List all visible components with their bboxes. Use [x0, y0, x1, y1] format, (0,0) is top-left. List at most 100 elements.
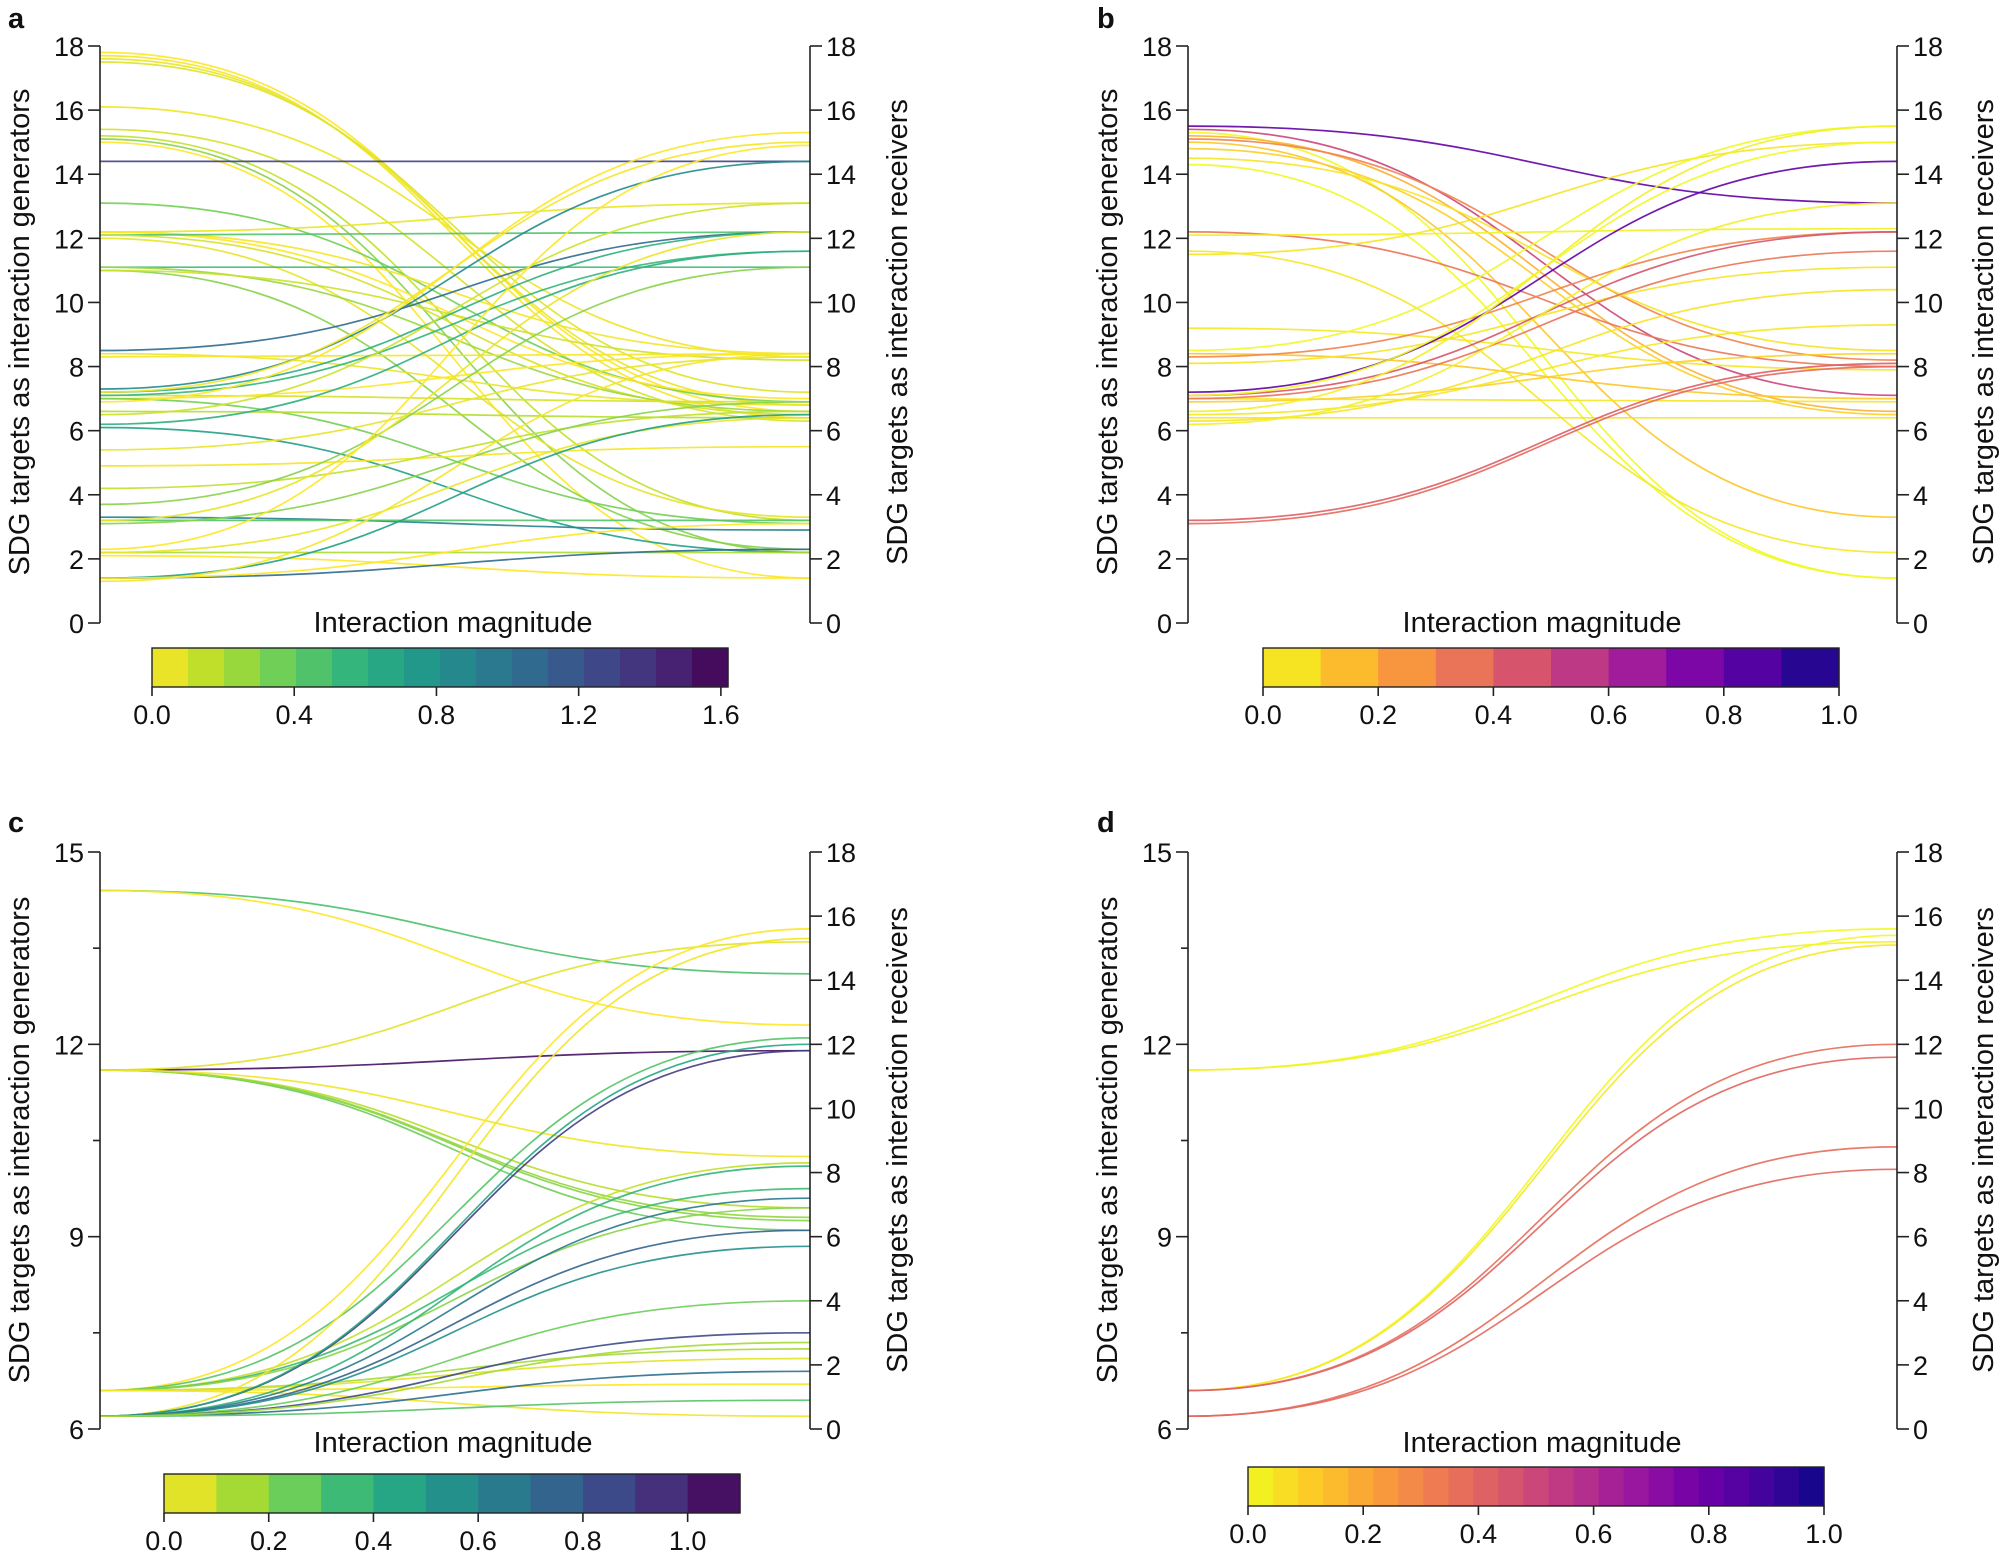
panel-c-left-axis-title: SDG targets as interaction generators [4, 897, 36, 1384]
panel-c-colorbar-tick-label-2: 0.4 [355, 1526, 393, 1556]
panel-b-right-ticks: 0 2 4 6 8 10 12 14 16 18 [1897, 32, 1943, 639]
panel-a-left-tick-label-0: 0 [69, 609, 84, 639]
panel-a-flow-14 [99, 231, 811, 236]
panel-a-right-tick-label-8: 16 [826, 96, 856, 126]
panel-c-flow-13 [99, 1206, 811, 1392]
panel-a-right-tick-label-7: 14 [826, 160, 856, 190]
panel-a-colorbar-swatch-6 [368, 648, 405, 687]
panel-a-colorbar-swatch-5 [332, 648, 369, 687]
panel-d-colorbar-swatch-15 [1623, 1467, 1650, 1506]
panel-c-colorbar-tick-label-5: 1.0 [669, 1526, 707, 1556]
panel-c-flow-7 [99, 1069, 811, 1219]
panel-d-right-ticks: 0 2 4 6 8 10 12 14 16 18 [1897, 838, 1943, 1445]
panel-a-right-ticks: 0 2 4 6 8 10 12 14 16 18 [810, 32, 856, 639]
panel-c: c SDG targets as interaction generators … [4, 807, 914, 1556]
panel-b-right-tick-label-7: 14 [1913, 160, 1943, 190]
panel-d-colorbar-swatch-19 [1723, 1467, 1750, 1506]
panel-b-colorbar-swatch-8 [1723, 648, 1782, 687]
panel-a-flow-25 [99, 231, 811, 394]
panel-a-left-tick-label-2: 4 [69, 481, 84, 511]
panel-b-flow-0 [1187, 125, 1898, 204]
panel-c-x-axis-title: Interaction magnitude [314, 1427, 593, 1459]
panel-c-flow-22 [99, 1197, 811, 1418]
panel-a-flow-10 [99, 202, 811, 403]
panel-c-flow-25 [99, 1299, 811, 1418]
panel-d-right-tick-label-0: 0 [1913, 1415, 1928, 1445]
panel-c-flow-1 [99, 889, 811, 1026]
panel-c-colorbar-swatch-10 [687, 1474, 741, 1513]
panel-a-flow-21 [99, 231, 811, 352]
panel-c-flow-2 [99, 1049, 811, 1071]
panel-c-flow-28 [99, 1399, 811, 1418]
panel-c-colorbar-swatch-3 [321, 1474, 375, 1513]
panel-d-flow-5 [1187, 1056, 1898, 1392]
panel-d-left-tick-label-1: 9 [1157, 1223, 1172, 1253]
panel-c-left-tick-label-2: 12 [54, 1030, 84, 1060]
panel-a-flow-46 [99, 416, 811, 554]
panel-a-colorbar-swatch-13 [620, 648, 657, 687]
panel-b-flow-24 [1187, 125, 1898, 413]
panel-c-flow-0 [99, 889, 811, 975]
panel-a-flow-43 [99, 400, 811, 525]
panel-c-flow-11 [99, 1162, 811, 1392]
panel-b-flow-15 [1187, 352, 1898, 400]
panel-d-colorbar-tick-label-1: 0.2 [1344, 1519, 1382, 1549]
panel-b-flow-18 [1187, 160, 1898, 394]
panel-b-flows [1187, 125, 1898, 579]
panel-b-right-tick-label-0: 0 [1913, 609, 1928, 639]
panel-a-right-tick-label-2: 4 [826, 481, 841, 511]
panel-a-right-tick-label-6: 12 [826, 224, 856, 254]
panel-a-right-tick-label-3: 6 [826, 417, 841, 447]
panel-b-flow-7 [1187, 157, 1898, 352]
panel-a-colorbar-tick-label-4: 1.6 [702, 700, 740, 730]
panel-c-colorbar-swatch-0 [164, 1474, 217, 1513]
panel-d-colorbar-swatch-21 [1773, 1467, 1800, 1506]
panel-d-flow-6 [1187, 1146, 1898, 1418]
panel-a-flow-47 [99, 554, 811, 579]
panel-a-colorbar-swatch-0 [152, 648, 189, 687]
panel-d-colorbar-tick-label-3: 0.6 [1575, 1519, 1613, 1549]
panel-d-flows [1187, 928, 1898, 1418]
panel-a-right-tick-label-0: 0 [826, 609, 841, 639]
panel-b-flow-9 [1187, 231, 1898, 368]
panel-d-colorbar-swatch-7 [1423, 1467, 1449, 1506]
panel-a-flow-15 [99, 234, 811, 416]
panel-b-right-tick-label-3: 6 [1913, 417, 1928, 447]
panel-c-flow-23 [99, 1229, 811, 1418]
panel-d-right-tick-label-7: 14 [1913, 966, 1943, 996]
panel-a-flow-16 [99, 237, 811, 519]
panel-d-colorbar-swatch-13 [1573, 1467, 1600, 1506]
panel-d-colorbar-swatch-14 [1598, 1467, 1625, 1506]
panel-c-flow-29 [99, 1341, 811, 1418]
panel-d-colorbar-swatch-18 [1698, 1467, 1725, 1506]
panel-a: a SDG targets as interaction generators … [4, 3, 914, 730]
panel-a-flow-37 [99, 445, 811, 467]
panel-a-flow-36 [99, 356, 811, 451]
panel-a-colorbar-swatch-9 [476, 648, 513, 687]
panel-a-flow-31 [99, 131, 811, 403]
panel-a-colorbar: 0.0 0.4 0.8 1.2 1.6 [133, 647, 740, 730]
panel-a-letter: a [8, 3, 25, 35]
panel-c-right-tick-label-5: 10 [826, 1094, 856, 1124]
panel-a-flow-1 [99, 54, 811, 419]
panel-c-colorbar-tick-label-0: 0.0 [145, 1526, 183, 1556]
panel-b-colorbar-swatch-4 [1493, 648, 1552, 687]
panel-c-flow-10 [99, 1037, 811, 1392]
panel-c-flow-20 [99, 1043, 811, 1418]
panel-c-colorbar-swatch-7 [530, 1474, 584, 1513]
panel-a-left-tick-label-1: 2 [69, 545, 84, 575]
panel-d-colorbar-swatch-20 [1748, 1467, 1775, 1506]
panel-b-colorbar-swatch-7 [1666, 648, 1725, 687]
panel-a-flow-3 [99, 61, 811, 394]
panel-c-right-ticks: 0 2 4 6 8 10 12 14 16 18 [810, 838, 856, 1445]
panel-b-left-tick-label-2: 4 [1157, 481, 1172, 511]
panel-a-flow-11 [99, 202, 811, 233]
panel-b-x-axis-title: Interaction magnitude [1403, 607, 1682, 639]
panel-c-colorbar: 0.0 0.2 0.4 0.6 0.8 1.0 [145, 1473, 741, 1556]
panel-b-left-tick-label-7: 14 [1142, 160, 1172, 190]
panel-c-colorbar-tick-label-3: 0.6 [459, 1526, 497, 1556]
panel-b-right-tick-label-5: 10 [1913, 288, 1943, 318]
panel-a-left-tick-label-3: 6 [69, 417, 84, 447]
panel-c-flow-24 [99, 1245, 811, 1418]
panel-b-letter: b [1097, 3, 1115, 35]
